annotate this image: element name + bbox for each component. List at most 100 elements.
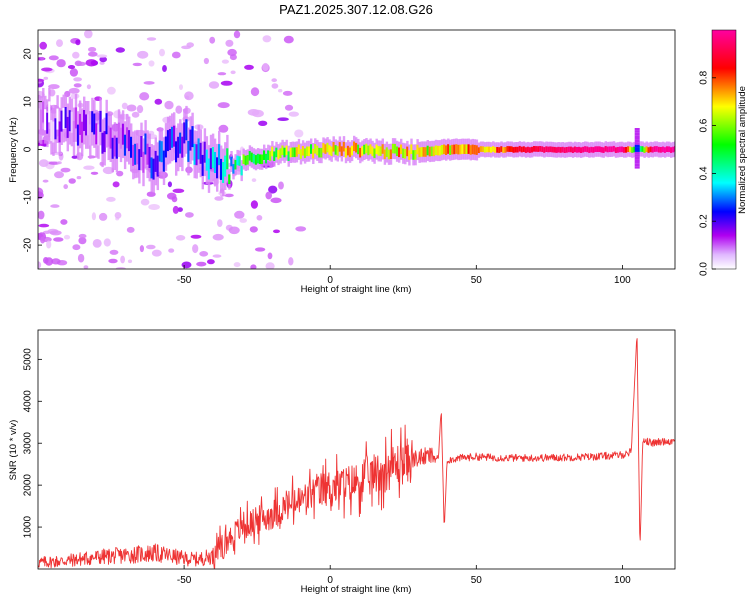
- spectrogram-ridge-core: [543, 147, 546, 153]
- spectrogram-noise-blob: [171, 196, 178, 203]
- spectrogram-artifact: [634, 142, 640, 145]
- spectrogram-ridge-core: [164, 136, 167, 158]
- spectrogram-ridge-core: [398, 147, 401, 158]
- spectrogram-ridge-core: [457, 144, 460, 155]
- spectrogram-noise-blob: [278, 181, 284, 190]
- spectrogram-ridge-core: [320, 147, 323, 158]
- spectrogram-ridge-core: [254, 155, 257, 165]
- spectrogram-ridge-core: [481, 146, 485, 152]
- snr-y-tick-label: 3000: [23, 432, 34, 455]
- spectrogram-noise-blob: [267, 252, 273, 260]
- spectrogram-ridge-core: [463, 144, 466, 154]
- spectrogram-ridge-core: [136, 143, 139, 165]
- spectrogram-noise-blob: [116, 170, 124, 177]
- spectrogram-noise-blob: [151, 249, 162, 257]
- spectrogram-ridge-core: [545, 146, 548, 152]
- spectrogram-ridge-core: [557, 146, 560, 153]
- spectrogram-ridge-core: [395, 146, 399, 157]
- spectrogram-ridge-core: [89, 124, 92, 146]
- spectrogram-noise-blob: [87, 155, 96, 159]
- spectrogram-ridge-core: [516, 146, 519, 153]
- spectrogram-ridge-core: [250, 152, 253, 163]
- spectrogram-ridge-core: [377, 146, 380, 156]
- spectrogram-noise-blob: [233, 30, 241, 39]
- colorbar-label: Normalized spectral amplitude: [737, 86, 748, 214]
- spectrogram-noise-blob: [196, 261, 207, 267]
- spectrogram-ridge-core: [105, 113, 108, 135]
- spectrogram-noise-blob: [56, 39, 63, 47]
- spectrogram-ridge-core: [50, 120, 53, 142]
- spectrogram-noise-blob: [220, 80, 233, 86]
- spectrogram-noise-blob: [282, 90, 293, 96]
- snr-y-tick-label: 4000: [23, 390, 34, 413]
- spectrogram-ridge-core: [471, 144, 474, 155]
- snr-x-tick-label: 0: [327, 575, 333, 586]
- spectrogram-ridge-core: [404, 149, 407, 159]
- spectrogram-ridge-core: [483, 146, 487, 153]
- spectrogram-ridge-core: [234, 159, 237, 170]
- spectrogram-noise-blob: [271, 83, 279, 89]
- spectrogram-noise-blob: [48, 161, 60, 165]
- spectrogram-ridge-core: [269, 151, 272, 161]
- spectrogram-noise-blob: [44, 257, 54, 266]
- spectrogram-ridge-core: [361, 146, 364, 156]
- spectrogram-ridge-core: [342, 141, 345, 152]
- spectrogram-ridge-core: [492, 146, 495, 152]
- spectrogram-noise-blob: [126, 226, 135, 233]
- spectrogram-ridge-core: [661, 146, 665, 153]
- spectrogram-noise-blob: [250, 264, 257, 269]
- spectrogram-ridge-core: [500, 146, 503, 152]
- spectrogram-ridge-core: [408, 150, 411, 160]
- spectrogram-noise-blob: [177, 207, 183, 213]
- spectrogram-y-tick-label: 20: [23, 48, 34, 60]
- spectrogram-ridge-core: [506, 146, 509, 152]
- spectrogram-artifact: [634, 156, 640, 160]
- spectrogram-ridge-core: [156, 155, 159, 177]
- snr-plot-area: [38, 330, 675, 569]
- spectrogram-ridge-core: [273, 151, 276, 161]
- spectrogram-ridge-core: [224, 155, 227, 177]
- spectrogram-ridge-core: [541, 146, 544, 152]
- spectrogram-noise-blob: [86, 84, 91, 90]
- spectrogram-noise-blob: [172, 205, 179, 214]
- spectrogram-ridge-core: [653, 146, 656, 152]
- spectrogram-ridge-core: [324, 144, 327, 154]
- spectrogram-y-tick-label: 0: [23, 146, 34, 152]
- spectrogram-ridge-core: [336, 146, 339, 156]
- spectrogram-ridge-core: [338, 142, 341, 152]
- spectrogram-ridge-core: [578, 146, 581, 153]
- spectrogram-ridge-core: [78, 113, 82, 135]
- spectrogram-ridge-core: [168, 129, 172, 150]
- spectrogram-noise-blob: [277, 117, 289, 121]
- spectrogram-ridge-core: [496, 147, 499, 153]
- spectrogram-ridge-core: [38, 108, 41, 130]
- spectrogram-ridge-core: [54, 118, 57, 140]
- spectrogram-ridge-core: [647, 147, 650, 153]
- spectrogram-noise-blob: [148, 204, 160, 210]
- spectrogram-ridge-core: [443, 144, 446, 155]
- spectrogram-noise-blob: [84, 30, 93, 39]
- spectrogram-x-tick-label: 50: [471, 275, 483, 286]
- snr-series-line: [38, 338, 675, 569]
- spectrogram-ridge-core: [488, 146, 491, 153]
- spectrogram-noise-blob: [63, 234, 71, 240]
- spectrogram-ridge-core: [279, 148, 282, 158]
- spectrogram-ridge-core: [363, 144, 366, 155]
- snr-x-label: Height of straight line (km): [301, 584, 412, 595]
- spectrogram-ridge-core: [189, 129, 192, 151]
- spectrogram-noise-blob: [107, 86, 116, 95]
- spectrogram-ridge-core: [171, 126, 174, 148]
- spectrogram-noise-blob: [40, 56, 45, 61]
- spectrogram-ridge-core: [365, 143, 368, 154]
- spectrogram-ridge-core: [600, 146, 603, 153]
- spectrogram-noise-blob: [181, 261, 192, 269]
- spectrogram-noise-blob: [192, 244, 199, 254]
- spectrogram-ridge-core: [498, 147, 501, 153]
- spectrogram-y-tick-label: 10: [23, 96, 34, 108]
- spectrogram-ridge-core: [177, 136, 180, 158]
- spectrogram-noise-blob: [136, 105, 144, 114]
- spectrogram-artifact: [634, 147, 640, 150]
- spectrogram-ridge-core: [537, 146, 540, 152]
- spectrogram-noise-blob: [209, 36, 216, 44]
